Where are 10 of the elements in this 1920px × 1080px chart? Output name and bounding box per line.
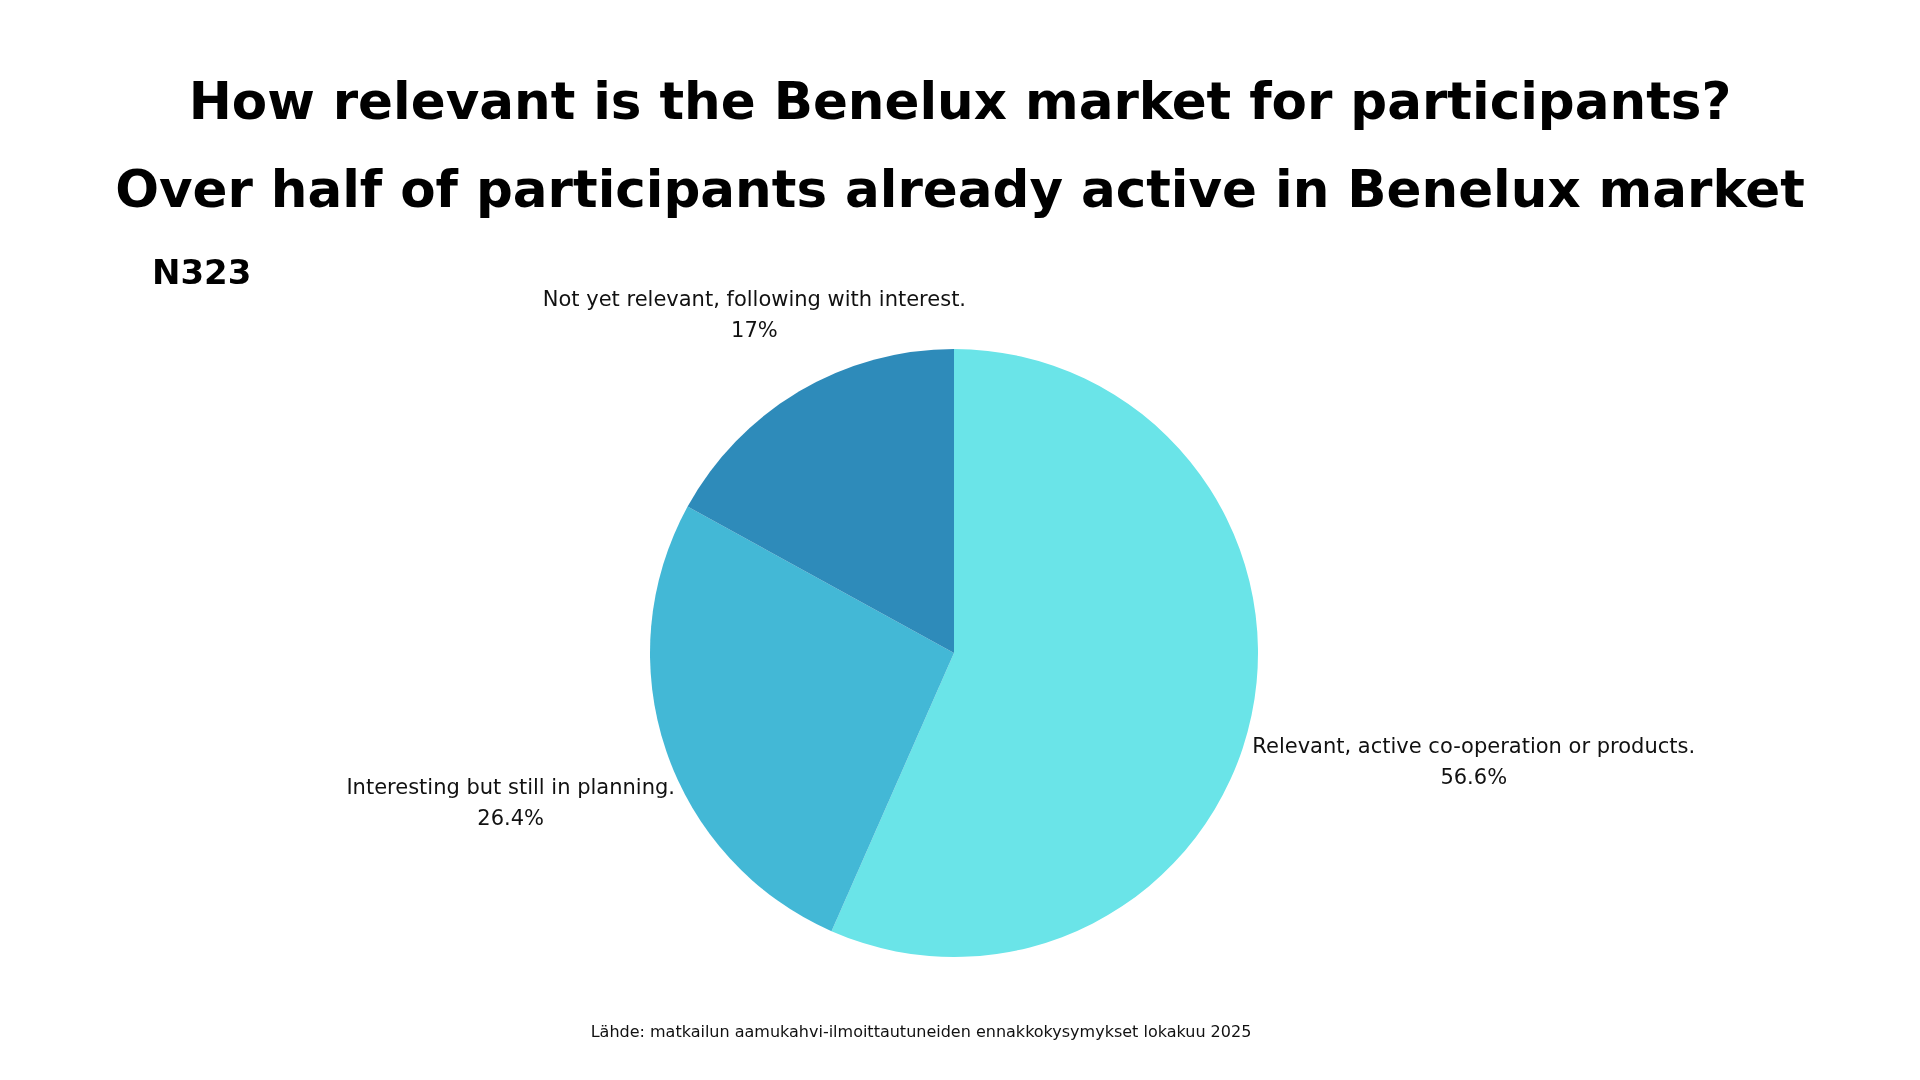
data-label: 26.4% <box>477 806 545 831</box>
slice-label: Not yet relevant, following with interest. <box>542 287 967 312</box>
text: Lähde: matkailun aamukahvi-ilmoittautuneiden ennakkokysymykset lokakuu 2025 <box>590 1022 1252 1041</box>
chart-subtitle: N323 <box>152 252 252 292</box>
pie-slice <box>687 349 954 653</box>
slice-label: Interesting but still in planning. <box>346 775 676 800</box>
chart-title: How relevant is the Benelux market for participants? Over half of participants already active in Benelux market <box>115 71 1805 219</box>
data-label: 56.6% <box>1440 765 1508 790</box>
data-label: 17% <box>731 318 778 343</box>
slice-label: Relevant, active co-operation or products. <box>1252 734 1696 759</box>
